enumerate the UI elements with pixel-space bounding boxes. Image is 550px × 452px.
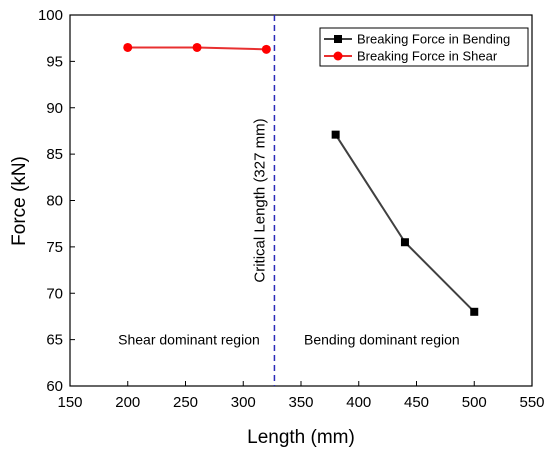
legend-box [319, 27, 529, 67]
x-axis-ticks: 150 200 250 300 350 400 450 500 550 [57, 381, 545, 411]
data-series [123, 42, 479, 316]
y-tick-label: 75 [46, 239, 63, 256]
y-tick-label: 100 [38, 7, 63, 24]
y-tick-label: 60 [46, 378, 63, 395]
region-annotation: Shear dominant region [118, 332, 260, 348]
y-tick-label: 95 [46, 53, 63, 70]
x-tick-label: 500 [462, 394, 487, 411]
region-annotations: Shear dominant region Bending dominant re… [118, 332, 460, 348]
data-point-square [470, 307, 479, 316]
y-tick-label: 85 [46, 146, 63, 163]
y-tick-label: 80 [46, 193, 63, 210]
plot-frame [69, 14, 533, 387]
y-tick-label: 90 [46, 100, 63, 117]
critical-length-label: Critical Length (327 mm) [251, 118, 268, 282]
plot-area-border [69, 14, 533, 387]
data-point-square [400, 238, 409, 247]
region-annotation: Bending dominant region [304, 332, 460, 348]
x-tick-label: 450 [404, 394, 429, 411]
data-point-circle [261, 44, 271, 54]
critical-length-reference: Critical Length (327 mm) [251, 15, 276, 386]
data-point-circle [192, 42, 202, 52]
legend-marker-circle [333, 51, 343, 61]
x-tick-label: 400 [346, 394, 371, 411]
series-line-0 [334, 134, 475, 313]
x-tick-label: 550 [519, 394, 544, 411]
x-axis-title: Length (mm) [247, 427, 355, 448]
y-axis-ticks: 60 65 70 75 80 85 90 95 100 [38, 7, 75, 395]
legend-label: Breaking Force in Shear [357, 49, 498, 64]
legend: Breaking Force in Bending Breaking Force … [319, 27, 529, 67]
y-axis-title: Force (kN) [9, 156, 30, 246]
legend-label: Breaking Force in Bending [357, 32, 510, 47]
y-tick-label: 65 [46, 332, 63, 349]
x-tick-label: 150 [57, 394, 82, 411]
data-point-square [331, 130, 340, 139]
x-tick-label: 350 [288, 394, 313, 411]
x-tick-label: 300 [231, 394, 256, 411]
data-point-circle [123, 42, 133, 52]
x-tick-label: 200 [115, 394, 140, 411]
y-tick-label: 70 [46, 285, 63, 302]
x-tick-label: 250 [173, 394, 198, 411]
legend-marker-square [334, 35, 342, 43]
